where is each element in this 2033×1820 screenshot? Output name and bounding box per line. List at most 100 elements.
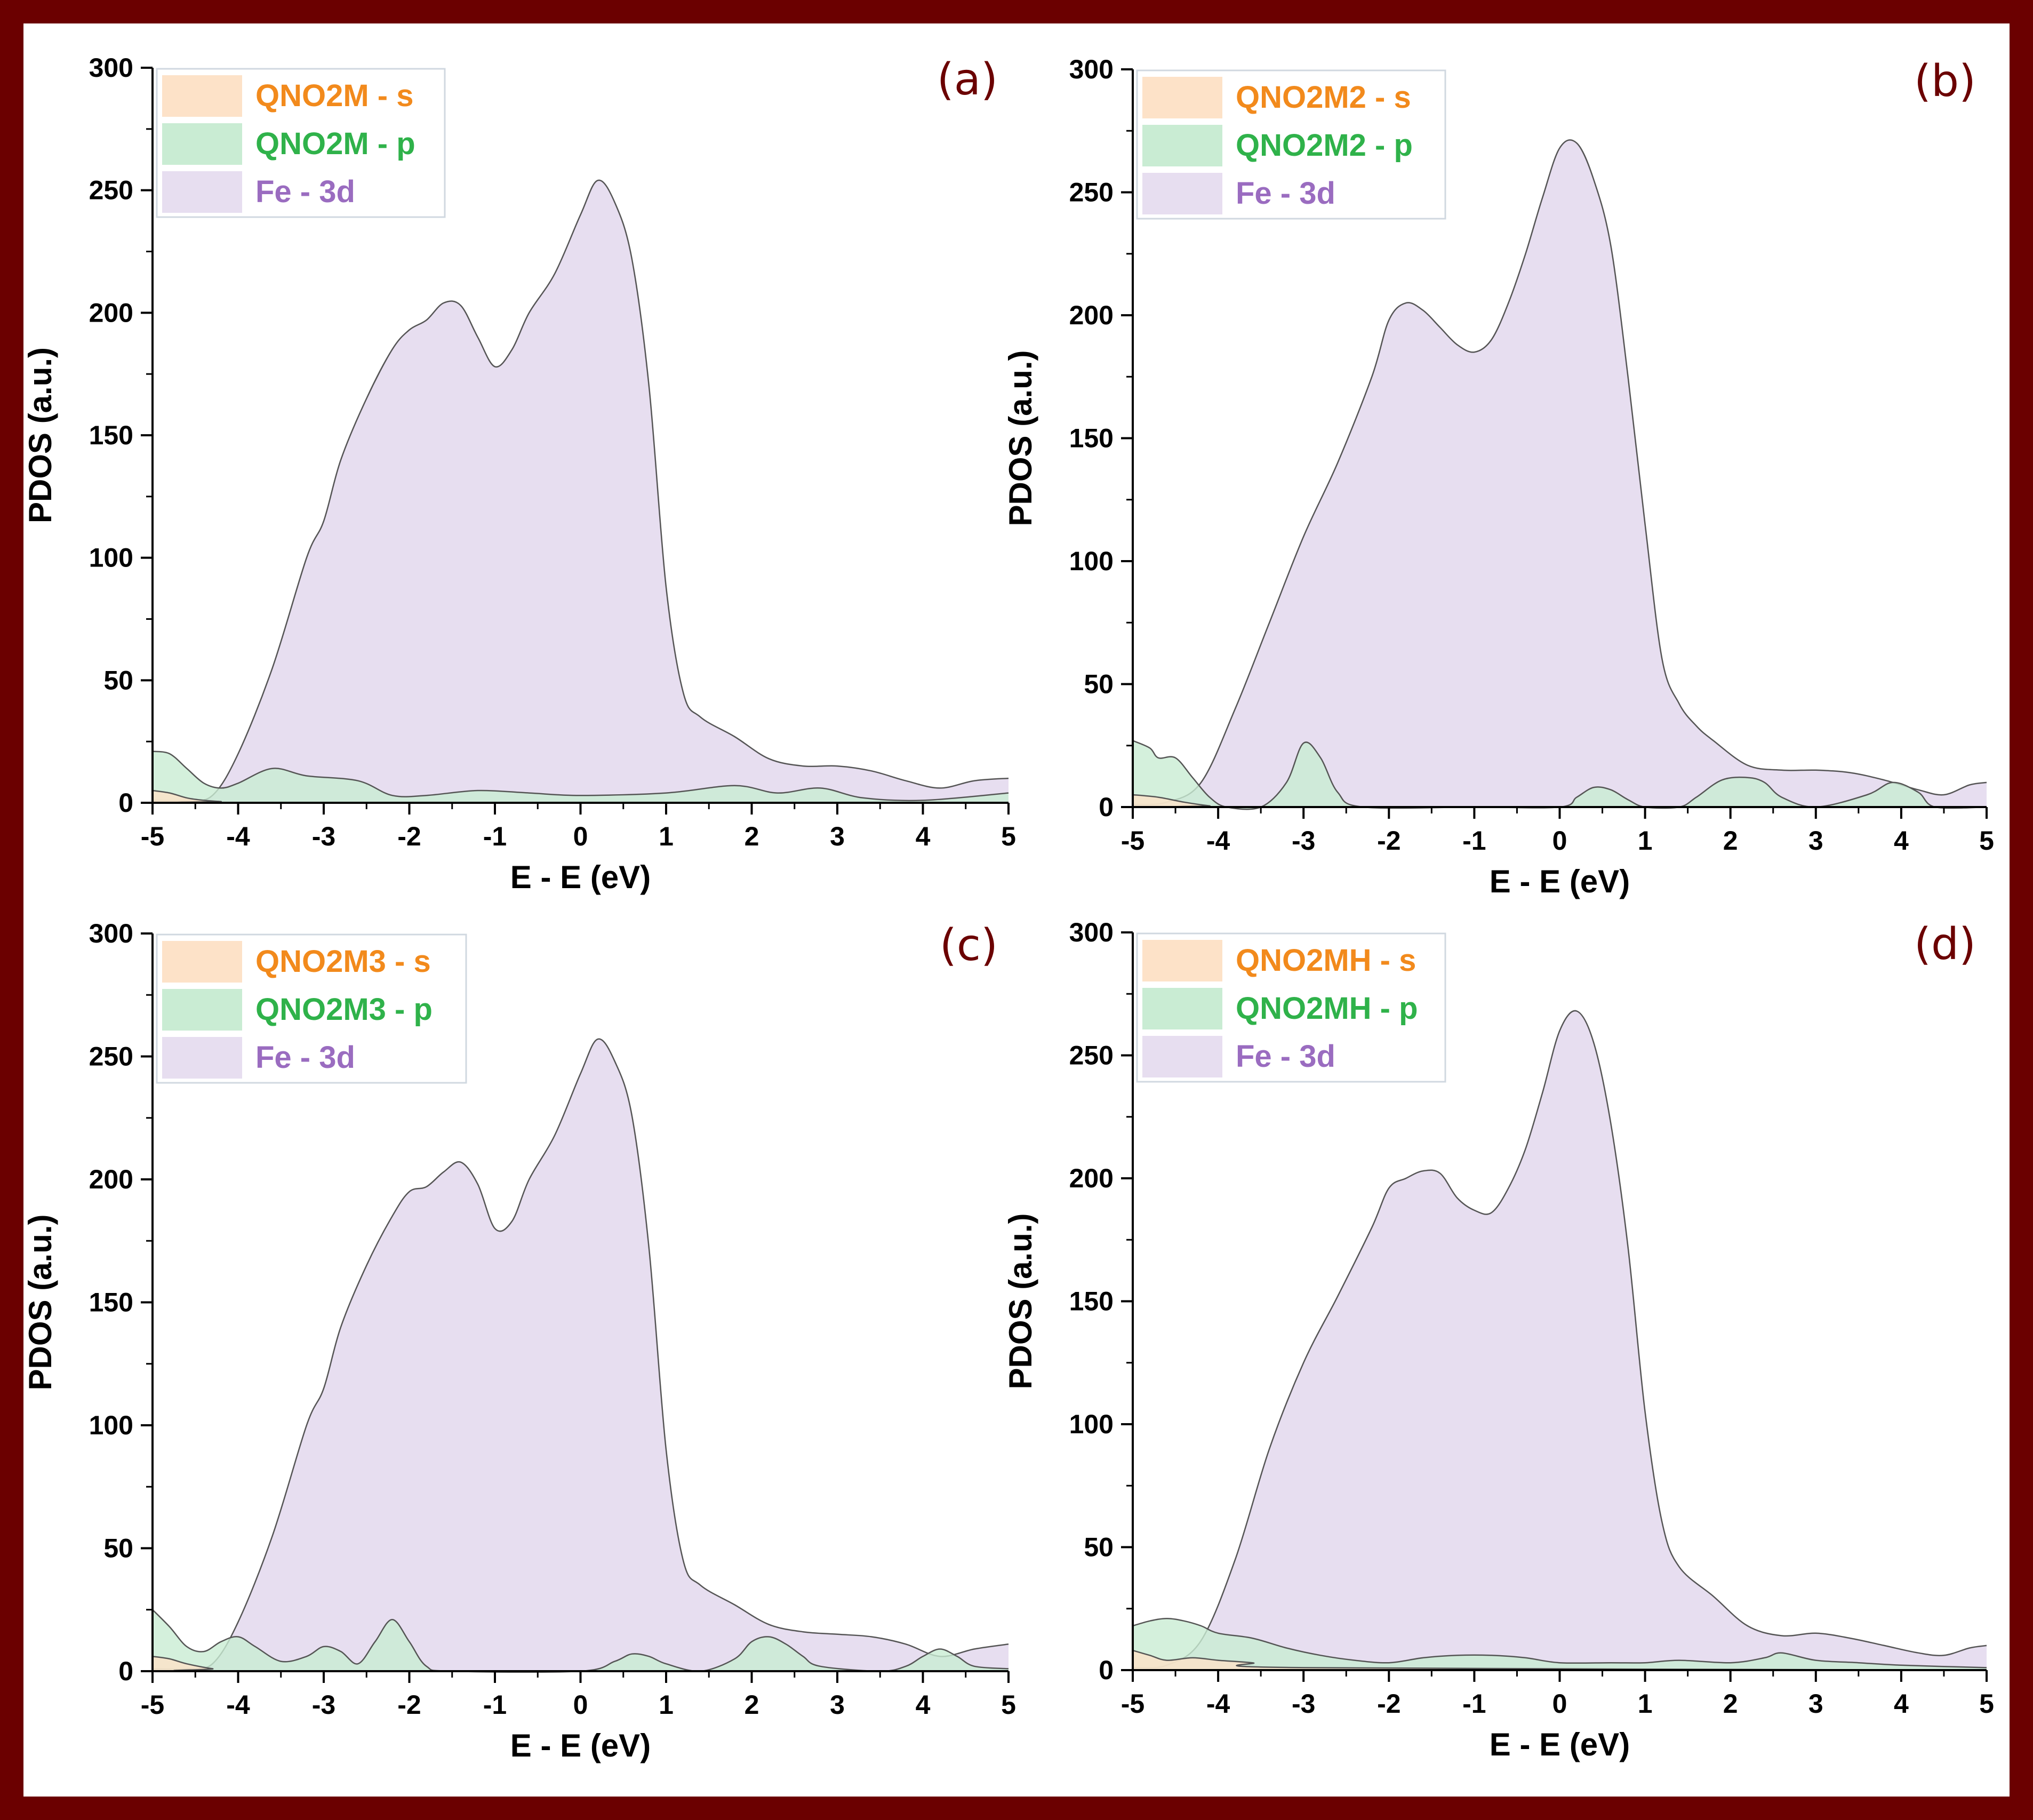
panel-2-y-axis-label: PDOS (a.u.) [1003, 350, 1038, 526]
panel-3-legend-swatch-d [162, 1037, 242, 1079]
panel-4-y-tick-label: 0 [1099, 1655, 1114, 1685]
panel-2-y-tick-label: 150 [1069, 424, 1114, 453]
panel-2-y-tick-label: 100 [1069, 546, 1114, 576]
panel-3-y-tick-label: 150 [89, 1288, 133, 1318]
panel-1-legend-swatch-d [162, 171, 242, 213]
panel-2-x-axis-label: E - E (eV) [1490, 864, 1630, 899]
panel-4-y-tick-label: 100 [1069, 1409, 1114, 1439]
panel-1-x-tick-label: -5 [141, 821, 164, 851]
panel-1-x-tick-label: -3 [312, 821, 335, 851]
panel-1-legend-label-p: QNO2M - p [255, 126, 415, 161]
panel-3-legend-label-p: QNO2M3 - p [255, 992, 433, 1027]
panel-2-legend-label-s: QNO2M2 - s [1236, 80, 1411, 115]
panel-2-x-tick-label: -1 [1462, 826, 1486, 856]
panel-1-x-tick-label: 2 [745, 821, 759, 851]
panel-1-y-tick-label: 0 [118, 788, 133, 818]
panel-1-area-d [153, 180, 1009, 803]
panel-3-legend-swatch-s [162, 941, 242, 983]
panel-4-x-tick-label: 1 [1638, 1689, 1653, 1719]
panel-2-x-tick-label: 4 [1894, 826, 1909, 856]
panel-4-x-tick-label: -5 [1121, 1689, 1144, 1719]
panel-4-x-tick-label: -1 [1462, 1689, 1486, 1719]
panel-4-area-d [1133, 1010, 1987, 1670]
panel-1-area-p [153, 751, 1009, 803]
panel-3-y-axis-label: PDOS (a.u.) [22, 1214, 58, 1390]
panel-3-x-tick-label: 1 [659, 1690, 674, 1720]
panel-3-x-tick-label: 5 [1001, 1690, 1016, 1720]
panel-3-x-tick-label: -3 [312, 1690, 335, 1720]
panel-4-y-tick-label: 200 [1069, 1163, 1114, 1193]
panel-4-y-tick-label: 50 [1084, 1532, 1114, 1562]
panel-1-legend-swatch-s [162, 75, 242, 117]
panel-2-x-tick-label: 3 [1808, 826, 1823, 856]
panel-3-area-d [153, 1039, 1009, 1671]
panel-2-legend-swatch-p [1142, 125, 1222, 166]
panel-2-y-tick-label: 50 [1084, 669, 1114, 699]
panel-4-x-tick-label: 5 [1979, 1689, 1994, 1719]
panel-4-y-tick-label: 300 [1069, 917, 1114, 947]
panel-4-y-tick-label: 150 [1069, 1287, 1114, 1316]
panel-4-line-d [1132, 1010, 1987, 1669]
panel-1-x-tick-label: -4 [226, 821, 250, 851]
panel-4-legend-swatch-p [1142, 988, 1222, 1029]
panel-2-legend-label-p: QNO2M2 - p [1236, 128, 1413, 163]
panel-4-legend-swatch-s [1142, 940, 1222, 981]
panel-2-line-d [1132, 139, 1987, 805]
panel-3-y-tick-label: 300 [89, 919, 133, 948]
panel-3-y-tick-label: 250 [89, 1042, 133, 1072]
panel-2-y-tick-label: 300 [1069, 54, 1114, 84]
panel-4-legend-label-s: QNO2MH - s [1236, 943, 1416, 978]
panel-4-area-p [1133, 1618, 1987, 1670]
panel-4-legend-label-p: QNO2MH - p [1236, 991, 1418, 1026]
panel-1-x-tick-label: 3 [830, 821, 845, 851]
panel-2-panel-letter: (b) [1914, 56, 1976, 107]
panel-1-legend-swatch-p [162, 123, 242, 165]
panel-1-x-tick-label: 0 [573, 821, 588, 851]
panel-4-x-tick-label: 3 [1808, 1689, 1823, 1719]
panel-2-y-tick-label: 0 [1099, 792, 1114, 822]
panel-1-x-tick-label: -2 [397, 821, 421, 851]
panel-3-y-tick-label: 50 [103, 1534, 133, 1563]
panel-4-line-p [1132, 1617, 1987, 1669]
panel-3-x-tick-label: -1 [483, 1690, 507, 1720]
panel-1-y-tick-label: 50 [103, 665, 133, 695]
panel-4-panel-letter: (d) [1914, 919, 1976, 970]
panel-2-y-tick-label: 200 [1069, 300, 1114, 330]
panel-4-x-tick-label: 0 [1552, 1689, 1567, 1719]
panel-1-line-d [152, 179, 1009, 802]
panel-3-x-tick-label: -2 [397, 1690, 421, 1720]
panel-2-x-tick-label: 1 [1638, 826, 1653, 856]
panel-2-y-tick-label: 250 [1069, 178, 1114, 207]
panel-3-panel-letter: (c) [940, 920, 998, 971]
panel-4-x-tick-label: -4 [1206, 1689, 1230, 1719]
panel-2-area-p [1133, 740, 1987, 810]
panel-4-area-s [1133, 1650, 1987, 1670]
panel-1-y-axis-label: PDOS (a.u.) [22, 347, 58, 523]
panel-1-y-tick-label: 250 [89, 175, 133, 205]
panel-1-legend-label-d: Fe - 3d [255, 174, 355, 209]
panel-3-y-tick-label: 0 [118, 1656, 133, 1686]
panel-1-x-axis-label: E - E (eV) [510, 859, 651, 895]
panel-4-x-axis-label: E - E (eV) [1490, 1727, 1630, 1762]
panel-3-legend-swatch-p [162, 989, 242, 1031]
panel-4-x-tick-label: 2 [1723, 1689, 1738, 1719]
panel-1-x-tick-label: -1 [483, 821, 507, 851]
panel-2-x-tick-label: -5 [1121, 826, 1144, 856]
panel-3-area-p [153, 1609, 1009, 1672]
panel-1-x-tick-label: 4 [916, 821, 931, 851]
panel-3-legend-label-s: QNO2M3 - s [255, 944, 431, 979]
panel-1-line-p [152, 751, 1009, 802]
panel-1-y-tick-label: 300 [89, 53, 133, 83]
panel-2-x-tick-label: 0 [1552, 826, 1567, 856]
panel-4-y-tick-label: 250 [1069, 1041, 1114, 1071]
panel-4-legend-swatch-d [1142, 1036, 1222, 1077]
panel-2-x-tick-label: 2 [1723, 826, 1738, 856]
panel-3-x-tick-label: 2 [745, 1690, 759, 1720]
panel-1-y-tick-label: 150 [89, 420, 133, 450]
panel-3-x-tick-label: -5 [141, 1690, 164, 1720]
panel-1-y-tick-label: 100 [89, 543, 133, 573]
panel-3-legend-label-d: Fe - 3d [255, 1040, 355, 1075]
